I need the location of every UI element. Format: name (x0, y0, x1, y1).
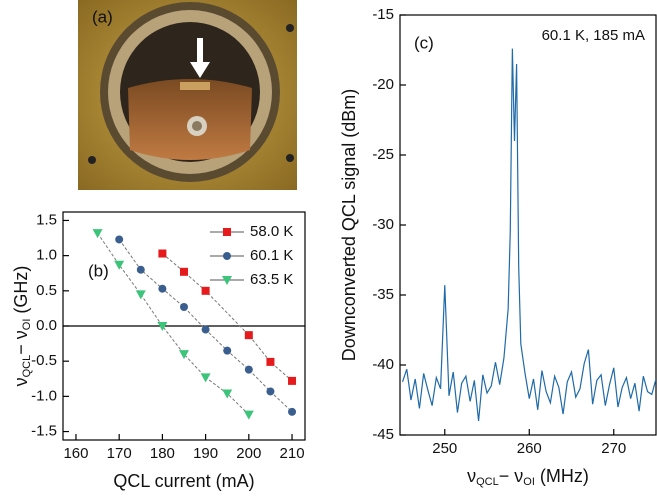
marker (114, 260, 125, 270)
y-tick-label: -40 (372, 356, 394, 373)
marker (201, 286, 210, 295)
marker (244, 365, 253, 374)
x-axis-label: νQCL− νOI (MHz) (467, 466, 589, 488)
label-part: − ν (499, 466, 524, 486)
legend-label: 63.5 K (250, 271, 293, 288)
y-tick-label: -0.5 (31, 352, 57, 369)
marker (157, 322, 168, 331)
y-tick-label: 0.0 (36, 317, 57, 334)
marker (158, 249, 167, 258)
y-tick-label: -1.5 (31, 423, 57, 440)
y-tick-label: -1.0 (31, 387, 57, 404)
y-tick-label: -25 (372, 146, 394, 163)
label-part: ν (467, 466, 476, 486)
marker (180, 267, 188, 276)
label-part: − ν (11, 330, 31, 355)
fit-line (97, 232, 250, 416)
marker (200, 373, 211, 383)
x-tick-label: 210 (280, 445, 305, 462)
y-tick-label: -30 (372, 216, 394, 233)
marker (243, 410, 254, 420)
label-part: OI (523, 476, 535, 488)
marker (288, 407, 297, 416)
legend-label: 60.1 K (250, 247, 293, 264)
x-tick-label: 260 (517, 440, 542, 457)
annotation: (c) (414, 33, 434, 52)
x-tick-label: 180 (150, 445, 175, 462)
label-part: ν (11, 377, 31, 386)
y-tick-label: -35 (372, 286, 394, 303)
x-tick-label: 160 (63, 445, 88, 462)
spectrum-line (401, 48, 656, 422)
x-tick-label: 170 (107, 445, 132, 462)
marker (179, 350, 189, 360)
y-axis-label: νQCL− νOI (GHz) (11, 266, 33, 387)
marker (115, 235, 124, 244)
legend-label: 58.0 K (250, 223, 293, 240)
legend-marker (223, 228, 231, 236)
photo-label: (a) (92, 7, 113, 26)
legend-marker (223, 252, 231, 260)
marker (288, 376, 297, 385)
x-tick-label: 250 (432, 440, 457, 457)
y-tick-label: 1.5 (36, 211, 57, 228)
y-tick-label: -45 (372, 426, 394, 443)
marker (158, 284, 167, 293)
label-part: (GHz) (11, 266, 31, 319)
marker (244, 331, 253, 340)
y-tick-label: -20 (372, 76, 394, 93)
marker (136, 265, 145, 274)
label-part: QCL (476, 476, 499, 488)
subtitle: 60.1 K, 185 mA (542, 27, 645, 44)
label-part: (MHz) (535, 466, 589, 486)
x-tick-label: 190 (193, 445, 218, 462)
legend-marker (222, 276, 232, 285)
x-tick-label: 270 (601, 440, 626, 457)
y-tick-label: 0.5 (36, 282, 57, 299)
y-tick-label: -15 (372, 6, 394, 23)
x-tick-label: 200 (236, 445, 261, 462)
photo: (a) (78, 0, 297, 190)
plot-frame (399, 14, 657, 436)
marker (180, 303, 188, 311)
marker (222, 389, 233, 399)
marker (201, 325, 210, 334)
label-part: OI (21, 319, 33, 331)
y-axis-label: Downconverted QCL signal (dBm) (339, 89, 359, 361)
label-part: QCL (21, 355, 33, 378)
annotation: (b) (88, 261, 109, 280)
marker (266, 387, 275, 396)
marker (92, 229, 103, 239)
marker (266, 357, 275, 366)
marker (135, 290, 146, 300)
marker (223, 346, 232, 355)
x-axis-label: QCL current (mA) (113, 471, 254, 491)
y-tick-label: 1.0 (36, 247, 57, 264)
